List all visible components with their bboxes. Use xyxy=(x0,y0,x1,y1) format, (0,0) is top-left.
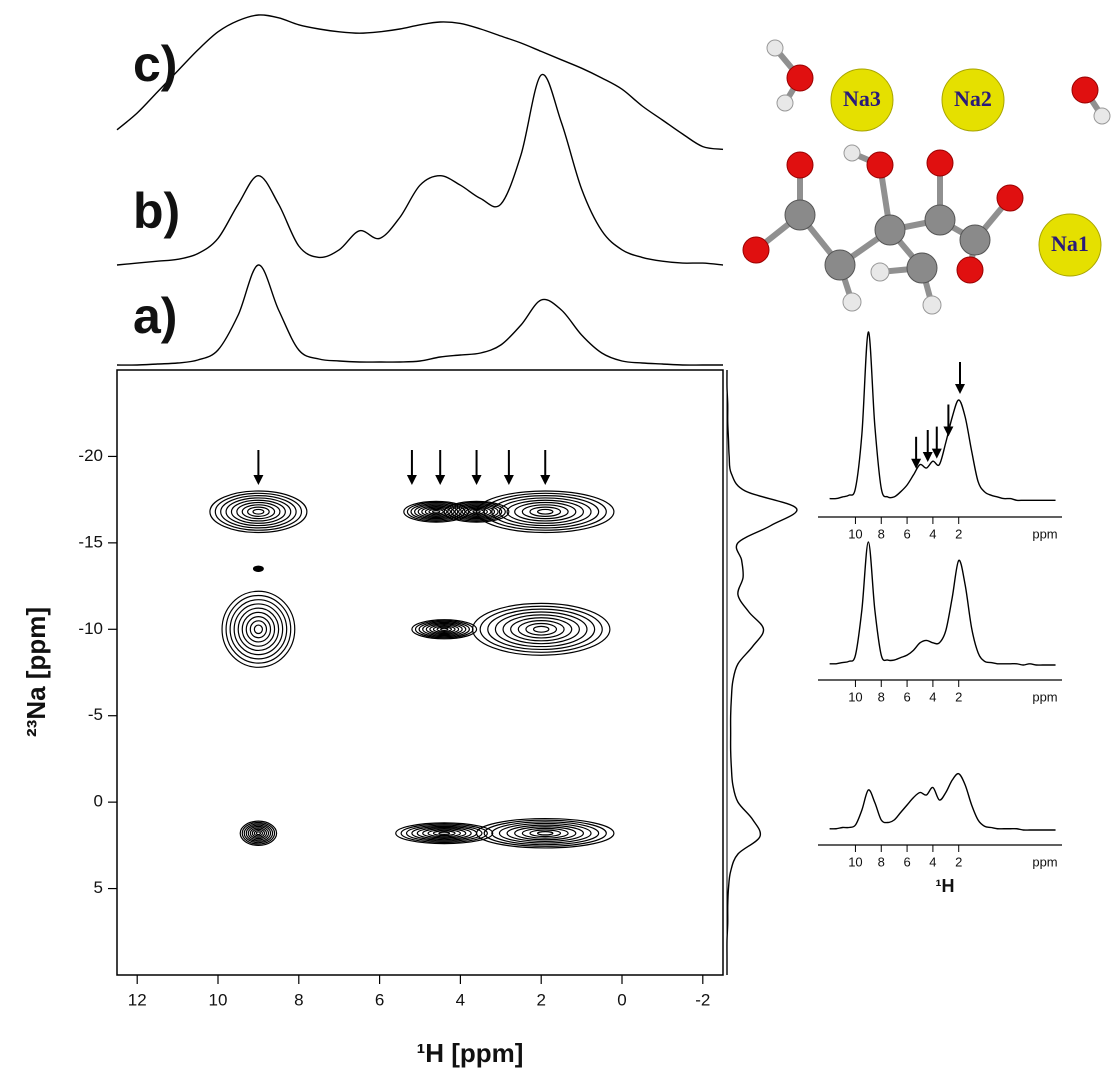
x-tick-label: 10 xyxy=(209,990,228,1009)
spectrum-trace xyxy=(117,74,723,265)
y-tick-label: -15 xyxy=(78,532,103,551)
contour xyxy=(530,830,561,837)
contour xyxy=(473,603,610,655)
spectrum-trace xyxy=(117,265,723,365)
x-tick-label: 2 xyxy=(536,990,545,1009)
x-tick-label: 4 xyxy=(929,526,936,541)
peak-arrow-head xyxy=(407,475,417,485)
contour xyxy=(534,626,549,632)
x-tick-label: 8 xyxy=(878,854,885,869)
peak-arrow-head xyxy=(932,449,942,459)
contour xyxy=(507,500,583,523)
contour xyxy=(477,491,614,532)
y-tick-label: -20 xyxy=(78,446,103,465)
x-tick-label: 4 xyxy=(929,854,936,869)
x-tick-label: 12 xyxy=(128,990,147,1009)
x-tick-label: 2 xyxy=(955,689,962,704)
contour xyxy=(439,832,450,834)
y-tick-label: 0 xyxy=(94,792,103,811)
y-tick-label: -10 xyxy=(78,619,103,638)
peak-arrow-head xyxy=(504,475,514,485)
x-axis-title: ¹H [ppm] xyxy=(417,1038,524,1068)
peak-arrow-head xyxy=(955,384,965,394)
atom-label: Na1 xyxy=(1051,231,1089,256)
contour xyxy=(503,615,579,644)
contour xyxy=(433,511,440,513)
spectrum-trace xyxy=(117,15,723,149)
peak-arrow-head xyxy=(540,475,550,485)
spectrum-trace xyxy=(830,332,1056,500)
contour xyxy=(530,507,561,516)
contour xyxy=(484,820,606,846)
x-tick-label: 0 xyxy=(617,990,626,1009)
contour xyxy=(238,608,278,650)
y-axis-title: ²³Na [ppm] xyxy=(21,607,51,737)
x-tick-label: 8 xyxy=(878,689,885,704)
panel-label: b) xyxy=(133,183,180,239)
contour xyxy=(210,491,307,532)
peak-arrow-head xyxy=(253,475,263,485)
contour xyxy=(441,628,448,630)
spectrum-trace xyxy=(830,542,1056,665)
x-unit: ppm xyxy=(1032,526,1057,541)
x-tick-label: 6 xyxy=(903,854,910,869)
contour xyxy=(248,507,270,516)
x-tick-label: 2 xyxy=(955,526,962,541)
contour xyxy=(507,825,583,841)
x-tick-label: 4 xyxy=(456,990,465,1009)
atom-label: Na3 xyxy=(843,86,881,111)
contour xyxy=(226,595,291,663)
x-tick-label: 2 xyxy=(955,854,962,869)
y-tick-label: 5 xyxy=(94,878,103,897)
contour xyxy=(242,612,274,646)
panel-label: c) xyxy=(133,36,177,92)
x-tick-label: 6 xyxy=(903,526,910,541)
projection-trace xyxy=(727,370,797,975)
x-tick-label: 4 xyxy=(929,689,936,704)
peak-arrow-head xyxy=(435,475,445,485)
molecule xyxy=(743,40,1110,314)
y-tick-label: -5 xyxy=(88,705,103,724)
plot-frame xyxy=(117,370,723,975)
x-tick-label: 6 xyxy=(375,990,384,1009)
peak-arrow-head xyxy=(472,475,482,485)
contour xyxy=(215,493,301,530)
atom-label: Na2 xyxy=(954,86,992,111)
x-unit: ppm xyxy=(1032,689,1057,704)
contour xyxy=(231,500,285,523)
contour xyxy=(254,625,262,633)
contour xyxy=(538,509,553,514)
contour xyxy=(248,827,268,840)
peak-arrow-head xyxy=(923,452,933,462)
contour xyxy=(222,591,295,667)
contour xyxy=(234,604,282,655)
x-axis-title: ¹H xyxy=(936,876,955,896)
contour xyxy=(256,832,260,835)
panel-label: a) xyxy=(133,288,177,344)
x-tick-label: -2 xyxy=(695,990,710,1009)
x-tick-label: 10 xyxy=(848,526,862,541)
x-tick-label: 10 xyxy=(848,854,862,869)
contour xyxy=(480,606,602,652)
peak-arrow-head xyxy=(911,459,921,469)
contour xyxy=(253,509,264,514)
contour xyxy=(538,832,553,835)
spectrum-trace xyxy=(830,774,1056,830)
x-tick-label: 6 xyxy=(903,689,910,704)
x-tick-label: 8 xyxy=(878,526,885,541)
contour xyxy=(250,621,266,638)
x-unit: ppm xyxy=(1032,854,1057,869)
x-tick-label: 8 xyxy=(294,990,303,1009)
peak-arrow-head xyxy=(943,427,953,437)
x-tick-label: 10 xyxy=(848,689,862,704)
contour xyxy=(526,624,557,636)
contour xyxy=(484,493,606,530)
figure: ¹H [ppm] ²³Na [ppm] Na3 Na2 Na1 12 10 8 6 4 2… xyxy=(0,0,1113,1077)
